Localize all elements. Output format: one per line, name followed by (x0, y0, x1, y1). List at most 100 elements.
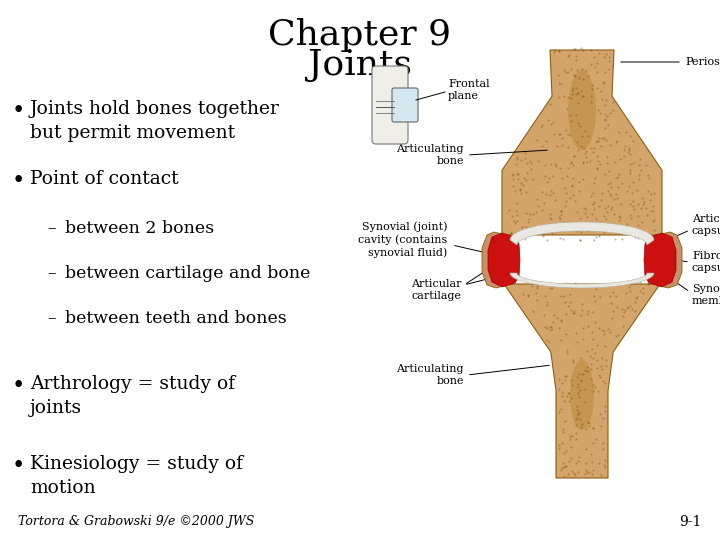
Point (607, 98, 618, 106)
Point (640, 204, 652, 213)
Point (580, 148, 591, 157)
Point (549, 280, 560, 289)
Point (590, 285, 602, 294)
Point (588, 423, 599, 432)
Point (567, 180, 578, 189)
Point (634, 154, 646, 163)
Point (571, 226, 582, 235)
Point (570, 421, 581, 429)
Point (610, 292, 621, 300)
Point (604, 223, 616, 232)
Point (577, 92, 588, 100)
Point (551, 313, 562, 322)
Point (580, 385, 591, 394)
Point (521, 176, 532, 184)
Polygon shape (488, 233, 520, 287)
Text: between 2 bones: between 2 bones (65, 220, 214, 237)
Point (575, 122, 586, 130)
Point (590, 435, 601, 443)
Point (576, 91, 588, 100)
Text: •: • (12, 170, 25, 192)
Point (624, 146, 635, 154)
Point (554, 78, 565, 87)
Point (631, 293, 643, 301)
Point (521, 222, 532, 231)
Point (560, 279, 572, 288)
Point (564, 431, 576, 440)
FancyBboxPatch shape (372, 66, 408, 144)
Point (628, 197, 639, 206)
Point (562, 172, 573, 180)
Point (624, 169, 636, 178)
Point (517, 230, 528, 239)
Point (516, 156, 527, 164)
Point (636, 204, 647, 213)
Point (531, 208, 542, 217)
Point (642, 211, 653, 219)
Point (600, 50, 612, 58)
Point (620, 128, 631, 137)
Point (573, 369, 585, 378)
FancyBboxPatch shape (392, 88, 418, 122)
Point (586, 84, 598, 93)
Point (600, 96, 612, 105)
Point (575, 235, 586, 244)
Point (559, 202, 570, 211)
Point (572, 146, 584, 154)
Text: Articulating
bone: Articulating bone (397, 364, 464, 386)
Point (600, 101, 611, 110)
Point (603, 57, 615, 66)
Point (576, 377, 588, 386)
Text: –: – (47, 220, 55, 237)
Point (593, 202, 605, 211)
Point (614, 155, 626, 164)
Point (566, 467, 577, 476)
Polygon shape (510, 222, 654, 245)
Point (559, 292, 570, 300)
Point (599, 68, 611, 77)
Point (548, 172, 559, 180)
Point (570, 51, 581, 60)
Point (649, 226, 660, 234)
Point (594, 410, 606, 418)
Point (576, 354, 588, 363)
Point (602, 207, 613, 216)
Point (571, 338, 582, 346)
Point (511, 217, 523, 225)
Point (624, 181, 635, 190)
Polygon shape (646, 232, 682, 288)
Point (568, 307, 580, 315)
Point (580, 466, 592, 475)
Point (579, 143, 590, 152)
Point (575, 87, 587, 96)
Point (559, 372, 571, 380)
Point (562, 68, 574, 76)
Point (589, 318, 600, 326)
Point (543, 279, 554, 288)
Point (585, 352, 596, 360)
Point (599, 379, 611, 387)
Point (570, 72, 581, 80)
Point (585, 144, 597, 152)
Point (577, 174, 588, 183)
Point (580, 444, 591, 453)
Point (555, 317, 567, 326)
Point (598, 79, 609, 87)
Point (562, 105, 573, 113)
Point (577, 370, 589, 379)
Point (624, 211, 636, 220)
Point (573, 453, 585, 461)
Point (531, 227, 542, 235)
Point (588, 205, 600, 213)
Point (588, 53, 600, 62)
Point (573, 393, 585, 401)
Point (609, 158, 621, 166)
Point (591, 137, 603, 145)
Point (564, 434, 575, 443)
Point (526, 164, 537, 173)
Point (610, 138, 621, 146)
Point (577, 324, 589, 333)
Text: Articular
cartilage: Articular cartilage (412, 279, 462, 301)
Point (636, 165, 647, 174)
Point (608, 195, 619, 204)
